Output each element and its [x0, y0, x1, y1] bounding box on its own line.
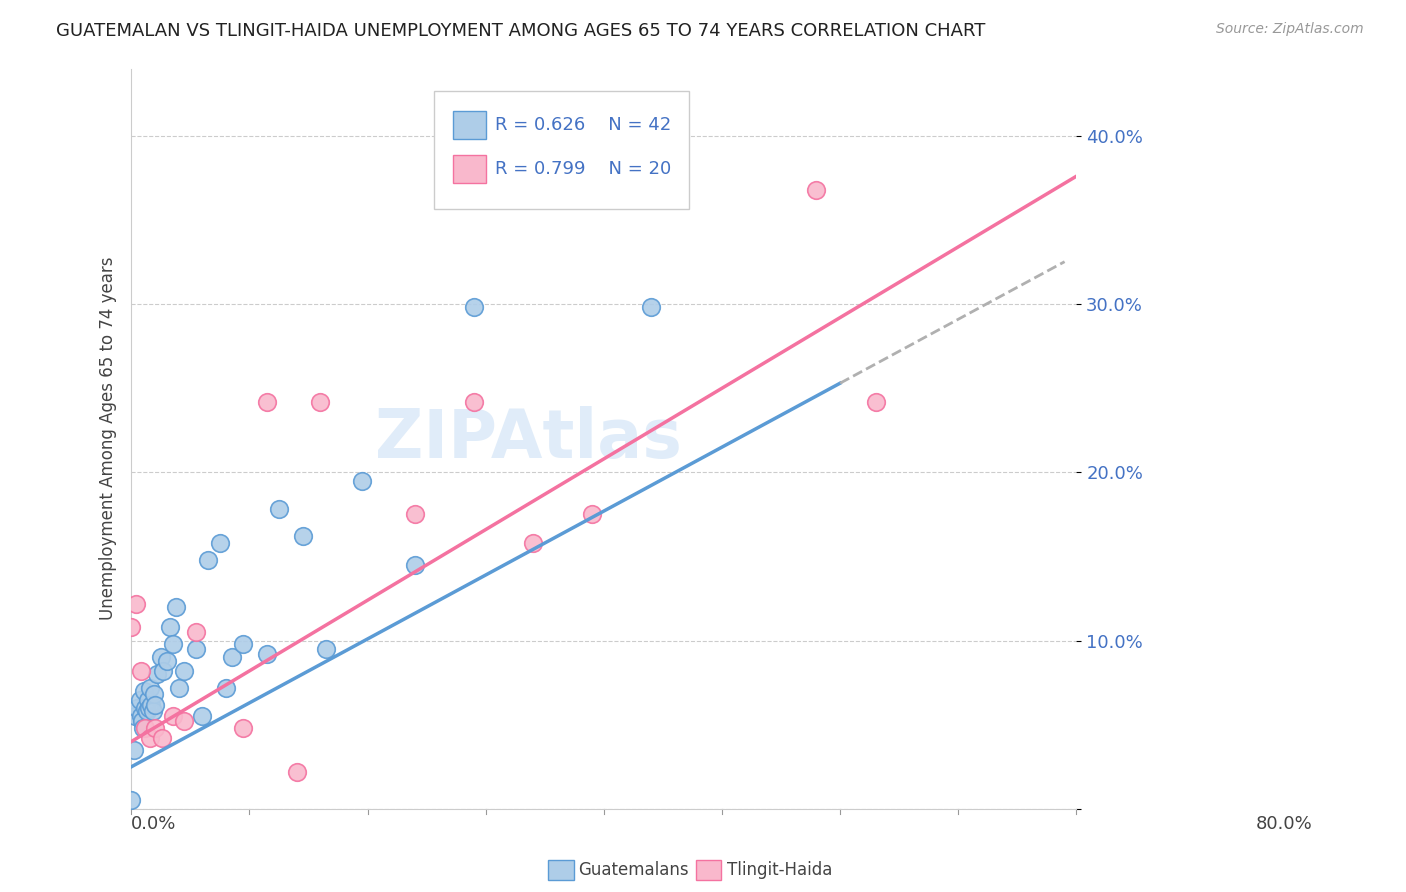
Point	[162, 637, 184, 651]
Point	[129, 709, 152, 723]
Point	[124, 709, 146, 723]
Point	[131, 714, 153, 729]
Text: R = 0.799    N = 20: R = 0.799 N = 20	[495, 161, 672, 178]
Point	[404, 558, 426, 572]
Point	[806, 183, 828, 197]
Point	[191, 709, 214, 723]
Point	[522, 536, 544, 550]
Point	[129, 664, 152, 678]
Text: Tlingit-Haida: Tlingit-Haida	[727, 861, 832, 879]
Point	[291, 529, 314, 543]
Bar	[453, 155, 485, 183]
Point	[156, 654, 179, 668]
Text: 80.0%: 80.0%	[1256, 814, 1313, 833]
Point	[463, 394, 485, 409]
Point	[232, 637, 254, 651]
Point	[120, 620, 142, 634]
Point	[128, 692, 150, 706]
Point	[173, 664, 195, 678]
Point	[221, 650, 243, 665]
Point	[315, 642, 337, 657]
Point	[139, 681, 162, 695]
Point	[135, 704, 157, 718]
Point	[143, 721, 166, 735]
Point	[186, 625, 208, 640]
Point	[125, 597, 148, 611]
Point	[159, 620, 181, 634]
Text: 0.0%: 0.0%	[131, 814, 177, 833]
Point	[127, 701, 149, 715]
Text: R = 0.626    N = 42: R = 0.626 N = 42	[495, 116, 672, 134]
Text: ZIPAtlas: ZIPAtlas	[375, 406, 682, 472]
Point	[186, 642, 208, 657]
Point	[640, 301, 662, 315]
Point	[309, 394, 332, 409]
Text: GUATEMALAN VS TLINGIT-HAIDA UNEMPLOYMENT AMONG AGES 65 TO 74 YEARS CORRELATION C: GUATEMALAN VS TLINGIT-HAIDA UNEMPLOYMENT…	[56, 22, 986, 40]
Point	[404, 508, 426, 522]
Point	[152, 664, 174, 678]
Point	[208, 536, 231, 550]
Point	[134, 701, 156, 715]
Point	[149, 650, 172, 665]
Y-axis label: Unemployment Among Ages 65 to 74 years: Unemployment Among Ages 65 to 74 years	[100, 257, 117, 621]
Point	[136, 692, 159, 706]
Point	[197, 553, 219, 567]
Point	[134, 721, 156, 735]
Point	[138, 701, 160, 715]
Bar	[453, 111, 485, 139]
Point	[120, 793, 142, 807]
Point	[463, 301, 485, 315]
Point	[285, 764, 308, 779]
Point	[215, 681, 238, 695]
Point	[132, 721, 155, 735]
Point	[167, 681, 190, 695]
Point	[134, 684, 156, 698]
Point	[267, 502, 290, 516]
Point	[173, 714, 195, 729]
Text: Guatemalans: Guatemalans	[578, 861, 689, 879]
Point	[581, 508, 603, 522]
Point	[146, 667, 169, 681]
FancyBboxPatch shape	[433, 91, 689, 210]
Point	[143, 698, 166, 712]
Point	[139, 731, 162, 746]
Point	[141, 704, 163, 718]
Point	[232, 721, 254, 735]
Point	[141, 698, 163, 712]
Point	[122, 743, 145, 757]
Point	[165, 599, 187, 614]
Point	[256, 647, 278, 661]
Point	[350, 474, 373, 488]
Point	[162, 709, 184, 723]
Text: Source: ZipAtlas.com: Source: ZipAtlas.com	[1216, 22, 1364, 37]
Point	[256, 394, 278, 409]
Point	[865, 394, 887, 409]
Point	[142, 688, 165, 702]
Point	[150, 731, 173, 746]
